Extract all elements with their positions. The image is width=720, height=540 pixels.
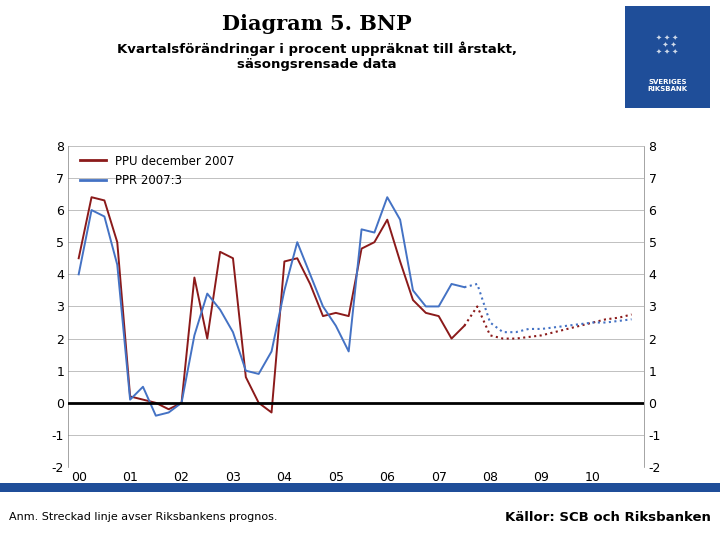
Text: SVERIGES
RIKSBANK: SVERIGES RIKSBANK [647, 79, 688, 92]
Text: Kvartalsförändringar i procent uppräknat till årstakt,
säsongsrensade data: Kvartalsförändringar i procent uppräknat… [117, 42, 517, 71]
Text: Källor: SCB och Riksbanken: Källor: SCB och Riksbanken [505, 511, 711, 524]
Legend: PPU december 2007, PPR 2007:3: PPU december 2007, PPR 2007:3 [80, 155, 235, 187]
Text: Diagram 5. BNP: Diagram 5. BNP [222, 14, 412, 35]
Text: ✦ ✦ ✦
  ✦ ✦
✦ ✦ ✦: ✦ ✦ ✦ ✦ ✦ ✦ ✦ ✦ [657, 35, 678, 55]
Text: Anm. Streckad linje avser Riksbankens prognos.: Anm. Streckad linje avser Riksbankens pr… [9, 512, 278, 522]
